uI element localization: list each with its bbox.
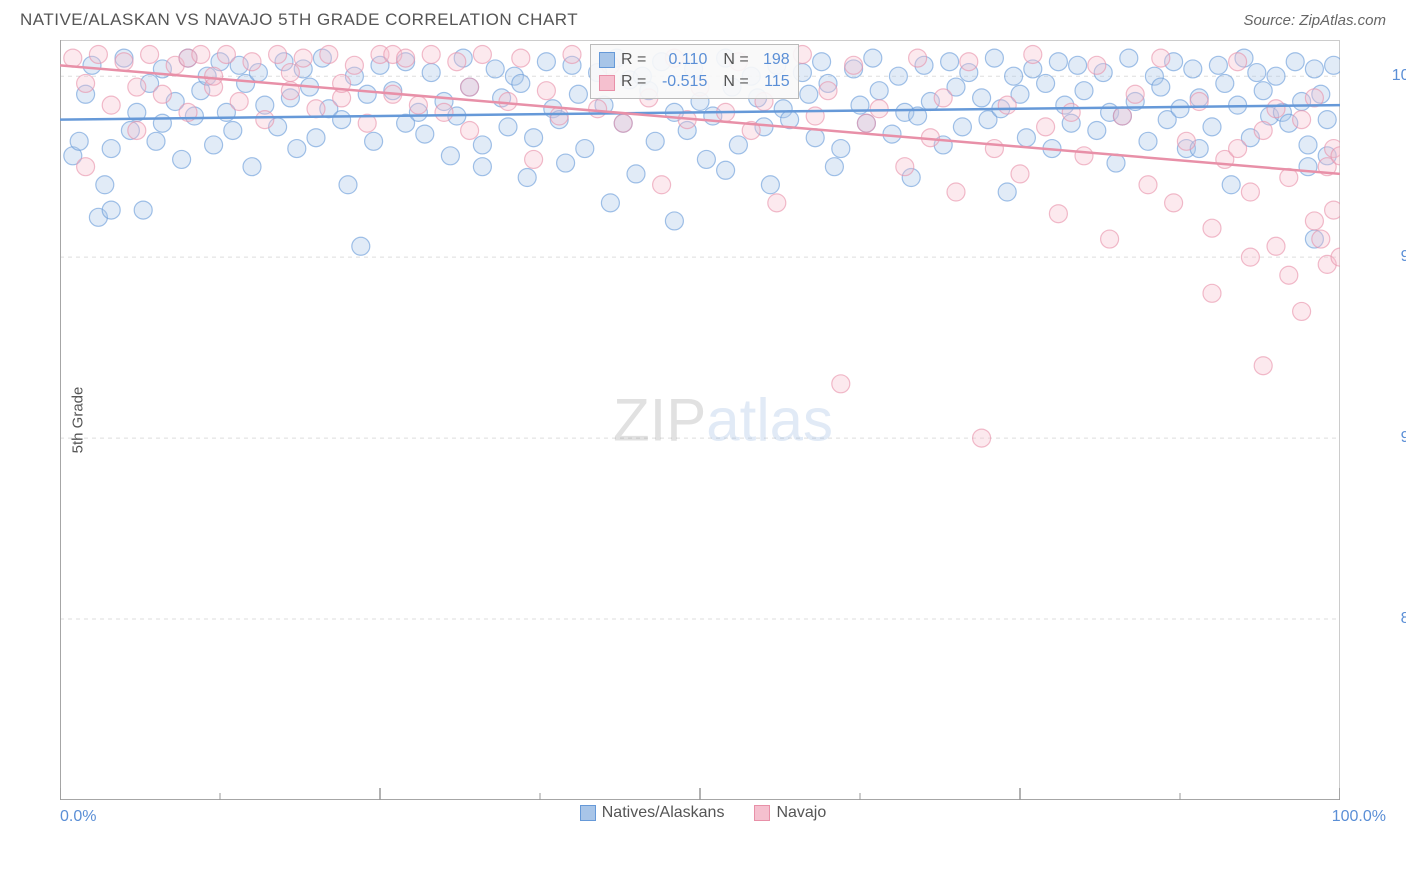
y-tick-label: 85.0% — [1401, 610, 1406, 628]
x-axis-max: 100.0% — [1332, 808, 1386, 826]
y-axis-label: 5th Grade — [70, 387, 87, 454]
chart-title: NATIVE/ALASKAN VS NAVAJO 5TH GRADE CORRE… — [20, 10, 578, 30]
legend-row: R =0.110N =198 — [599, 49, 790, 71]
y-tick-label: 100.0% — [1392, 67, 1406, 85]
source-label: Source: ZipAtlas.com — [1243, 12, 1386, 29]
y-tick-label: 90.0% — [1401, 429, 1406, 447]
series-legend: Natives/Alaskans Navajo — [0, 804, 1406, 822]
legend-item: Natives/Alaskans — [580, 804, 725, 822]
legend-row: R =-0.515N =115 — [599, 71, 790, 93]
correlation-legend: R =0.110N =198R =-0.515N =115 — [590, 44, 799, 99]
y-tick-label: 95.0% — [1401, 248, 1406, 266]
x-axis-min: 0.0% — [60, 808, 96, 826]
scatter-chart — [60, 40, 1340, 800]
legend-item: Navajo — [754, 804, 826, 822]
